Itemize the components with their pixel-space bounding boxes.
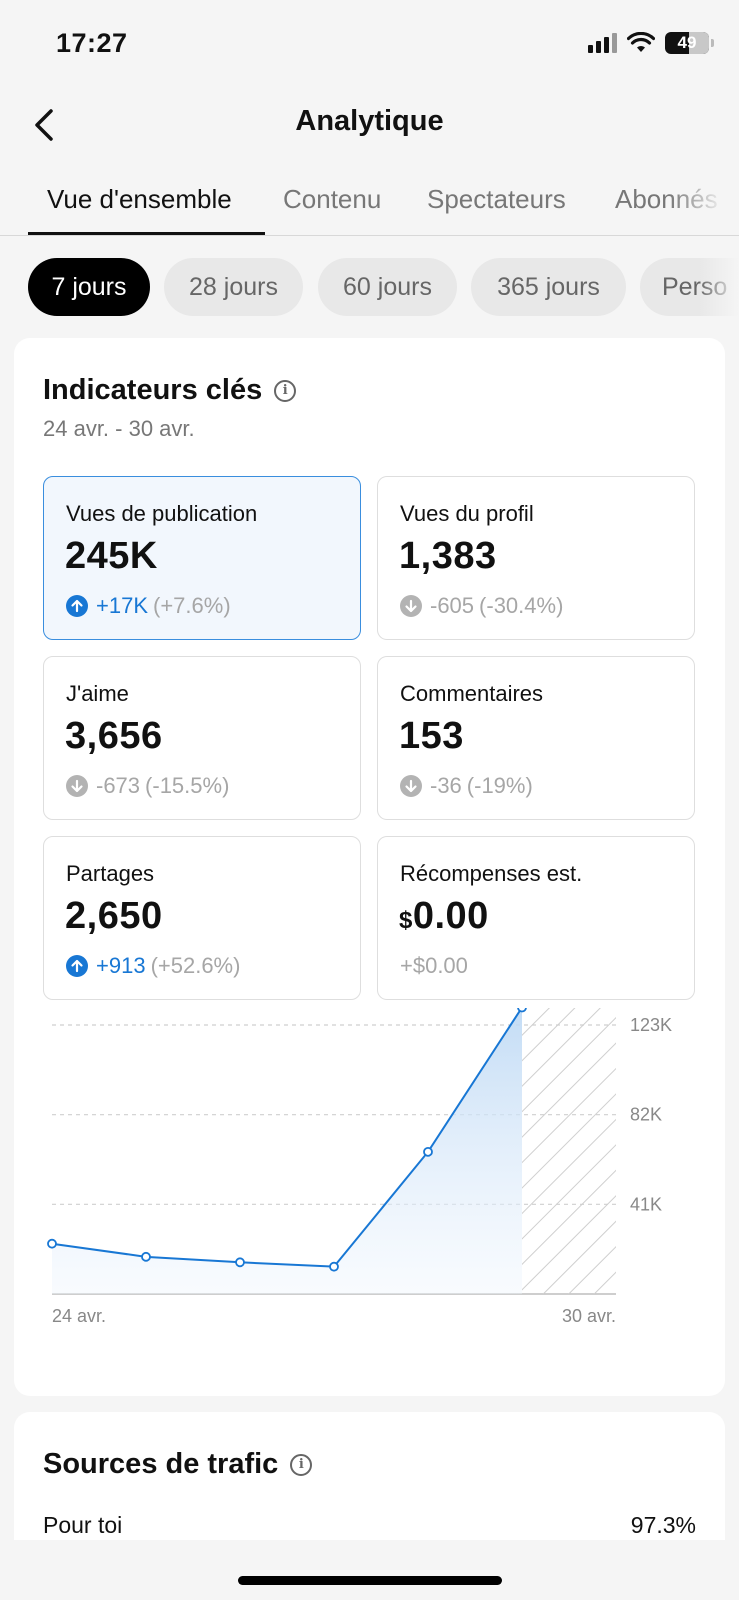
data-point (329, 1261, 339, 1272)
metric-value: 2,650 (65, 895, 163, 937)
info-icon[interactable]: i (290, 1453, 313, 1476)
back-button[interactable] (24, 105, 64, 145)
metric-delta: +913 (96, 953, 146, 978)
post-views-chart: 41K 82K 123K 24 avr. 30 avr. (47, 1008, 672, 1326)
metric-rewards[interactable]: Récompenses est. $0.00 +$0.00 (377, 836, 695, 1000)
arrow-down-icon (400, 775, 422, 797)
x-tick-label: 24 avr. (52, 1306, 106, 1326)
active-tab-indicator (28, 232, 265, 235)
period-60-days[interactable]: 60 jours (318, 258, 457, 316)
status-bar: 17:27 49 (0, 0, 739, 90)
status-time: 17:27 (56, 28, 128, 58)
metric-delta: -36 (430, 773, 462, 798)
y-tick-label: 41K (630, 1194, 662, 1214)
metric-value: $0.00 (399, 895, 489, 938)
tab-content[interactable]: Contenu (283, 184, 382, 214)
currency-symbol: $ (399, 907, 413, 934)
metric-change: +$0.00 (400, 953, 468, 979)
data-point (141, 1251, 151, 1262)
key-metrics-title: Indicateurs clés (43, 374, 263, 406)
wifi-icon (627, 32, 655, 52)
key-metrics-header: Indicateurs clés i (43, 374, 297, 407)
metric-change: -605 (-30.4%) (400, 593, 563, 619)
metric-value: 3,656 (65, 715, 163, 757)
traffic-source-label: Pour toi (43, 1512, 123, 1538)
arrow-up-icon (66, 595, 88, 617)
metric-post-views[interactable]: Vues de publication 245K +17K (+7.6%) (43, 476, 361, 640)
metric-change: -36 (-19%) (400, 773, 533, 799)
metric-change: +17K (+7.6%) (66, 593, 231, 619)
hatched-region (522, 1008, 616, 1294)
status-icons: 49 (588, 32, 714, 54)
metric-percent: (-30.4%) (479, 593, 564, 618)
metric-value: 245K (65, 535, 158, 577)
data-point (47, 1238, 57, 1249)
data-point (235, 1257, 245, 1268)
metric-label: Commentaires (400, 681, 544, 706)
metric-change: -673 (-15.5%) (66, 773, 229, 799)
metric-likes[interactable]: J'aime 3,656 -673 (-15.5%) (43, 656, 361, 820)
traffic-source-value: 97.3% (630, 1512, 696, 1538)
metric-amount: 0.00 (412, 895, 489, 937)
metric-change: +913 (+52.6%) (66, 953, 240, 979)
y-tick-label: 82K (630, 1105, 662, 1125)
traffic-title: Sources de trafic (43, 1448, 279, 1480)
home-indicator[interactable] (238, 1576, 502, 1585)
arrow-down-icon (66, 775, 88, 797)
series-area (52, 1008, 522, 1294)
metric-shares[interactable]: Partages 2,650 +913 (+52.6%) (43, 836, 361, 1000)
info-icon[interactable]: i (274, 379, 297, 402)
data-point (423, 1146, 433, 1157)
metric-profile-views[interactable]: Vues du profil 1,383 -605 (-30.4%) (377, 476, 695, 640)
arrow-down-icon (400, 595, 422, 617)
metric-percent: (-15.5%) (145, 773, 230, 798)
data-point (517, 1008, 527, 1013)
pills-fade (699, 258, 739, 318)
metric-label: Vues de publication (66, 501, 258, 526)
metric-percent: (-19%) (466, 773, 533, 798)
period-365-days[interactable]: 365 jours (471, 258, 626, 316)
metric-label: J'aime (66, 681, 129, 706)
metric-delta: +17K (96, 593, 148, 618)
metric-delta: +$0.00 (400, 953, 468, 978)
battery-level: 49 (677, 33, 697, 52)
traffic-row: Pour toi 97.3% (43, 1512, 696, 1539)
signal-icon (588, 33, 617, 53)
tab-bar: Vue d'ensemble Contenu Spectateurs Abonn… (0, 170, 739, 236)
period-28-days[interactable]: 28 jours (164, 258, 303, 316)
metric-delta: -605 (430, 593, 475, 618)
period-selector: 7 jours 28 jours 60 jours 365 jours Pers… (0, 258, 739, 318)
page-title: Analytique (295, 105, 444, 137)
metric-label: Vues du profil (400, 501, 534, 526)
arrow-up-icon (66, 955, 88, 977)
tab-viewers[interactable]: Spectateurs (427, 184, 566, 214)
nav-header: Analytique (0, 95, 739, 155)
series-line (51, 1008, 523, 1268)
metric-delta: -673 (96, 773, 141, 798)
y-tick-label: 123K (630, 1015, 672, 1035)
key-metrics-card: Indicateurs clés i 24 avr. - 30 avr. Vue… (14, 338, 725, 1396)
date-range: 24 avr. - 30 avr. (43, 416, 195, 441)
x-tick-label: 30 avr. (562, 1306, 616, 1326)
tab-overview[interactable]: Vue d'ensemble (47, 184, 232, 214)
metric-comments[interactable]: Commentaires 153 -36 (-19%) (377, 656, 695, 820)
bottom-safe-area (0, 1540, 739, 1600)
period-7-days[interactable]: 7 jours (28, 258, 150, 316)
battery-icon: 49 (665, 32, 714, 54)
metric-percent: (+7.6%) (153, 593, 231, 618)
metric-value: 153 (399, 715, 464, 757)
metric-label: Récompenses est. (400, 861, 583, 886)
tabs-fade (669, 170, 739, 235)
traffic-header: Sources de trafic i (43, 1448, 313, 1481)
metric-percent: (+52.6%) (150, 953, 241, 978)
metric-label: Partages (66, 861, 155, 886)
chevron-left-icon (35, 109, 53, 141)
metric-value: 1,383 (399, 535, 497, 577)
